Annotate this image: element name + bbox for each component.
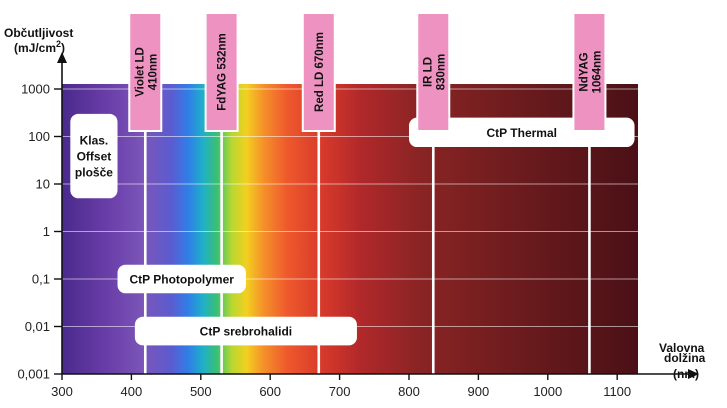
- y-tick-label: 1: [43, 224, 50, 239]
- x-tick-label: 600: [259, 384, 281, 399]
- y-ticks: 1000 100 10 1 0,1 0,01 0,001: [17, 82, 62, 382]
- region-label: CtP Thermal: [487, 126, 557, 140]
- y-tick-label: 10: [36, 177, 50, 192]
- laser-label-box: [128, 12, 163, 132]
- laser-name: NdYAG: [578, 52, 590, 91]
- x-axis-arrow: [688, 369, 699, 379]
- laser-label-box: [416, 12, 451, 132]
- x-axis-title-line3: (nm): [673, 367, 699, 381]
- region-label: CtP Photopolymer: [129, 273, 234, 287]
- x-tick-label: 500: [190, 384, 212, 399]
- x-tick-label: 1100: [603, 384, 631, 399]
- region-label: Klas.: [80, 134, 109, 148]
- y-tick-label: 0,1: [32, 272, 50, 287]
- y-axis-title-line1: Občutljivost: [4, 26, 73, 40]
- y-tick-label: 0,01: [25, 319, 50, 334]
- x-tick-label: 700: [329, 384, 351, 399]
- laser-name: Violet LD: [134, 47, 146, 97]
- axes: [57, 52, 699, 379]
- laser-name: FdYAG 532nm: [217, 33, 229, 111]
- region-label: plošče: [75, 166, 113, 180]
- x-tick-label: 900: [468, 384, 490, 399]
- laser-wavelength: 410nm: [147, 54, 159, 90]
- x-ticks: 300 400 500 600 700 800 900 1000 1100: [51, 374, 631, 399]
- region-box: [134, 316, 357, 346]
- region-boxes: Klas. Offset plošče CtP Photopolymer CtP sre…: [70, 113, 635, 346]
- laser-name: Red LD 670nm: [314, 32, 326, 112]
- y-axis-title-line2: (mJ/cm2): [14, 39, 65, 55]
- region-box: [117, 264, 246, 294]
- laser-labels: Violet LD 410nm FdYAG 532nm Red LD 670nm IR …: [128, 12, 607, 132]
- x-tick-label: 1000: [533, 384, 562, 399]
- laser-wavelength: 1064nm: [591, 51, 603, 94]
- region-label: CtP srebrohalidi: [200, 325, 292, 339]
- region-label: Offset: [77, 150, 112, 164]
- laser-label-box: [301, 12, 336, 132]
- laser-label-box: [572, 12, 607, 132]
- x-axis-title-line1: Valovna: [659, 341, 705, 355]
- x-tick-label: 800: [398, 384, 420, 399]
- x-tick-label: 300: [51, 384, 73, 399]
- laser-label-box: [204, 12, 239, 132]
- laser-wavelength: 830nm: [435, 54, 447, 90]
- x-tick-label: 400: [121, 384, 143, 399]
- y-tick-label: 0,001: [17, 367, 50, 382]
- region-box: [70, 113, 118, 199]
- x-axis-title-line2: dolžina: [664, 351, 706, 365]
- y-tick-label: 100: [28, 129, 50, 144]
- laser-name: IR LD: [422, 57, 434, 87]
- y-axis-arrow: [57, 52, 67, 63]
- y-tick-label: 1000: [21, 82, 50, 97]
